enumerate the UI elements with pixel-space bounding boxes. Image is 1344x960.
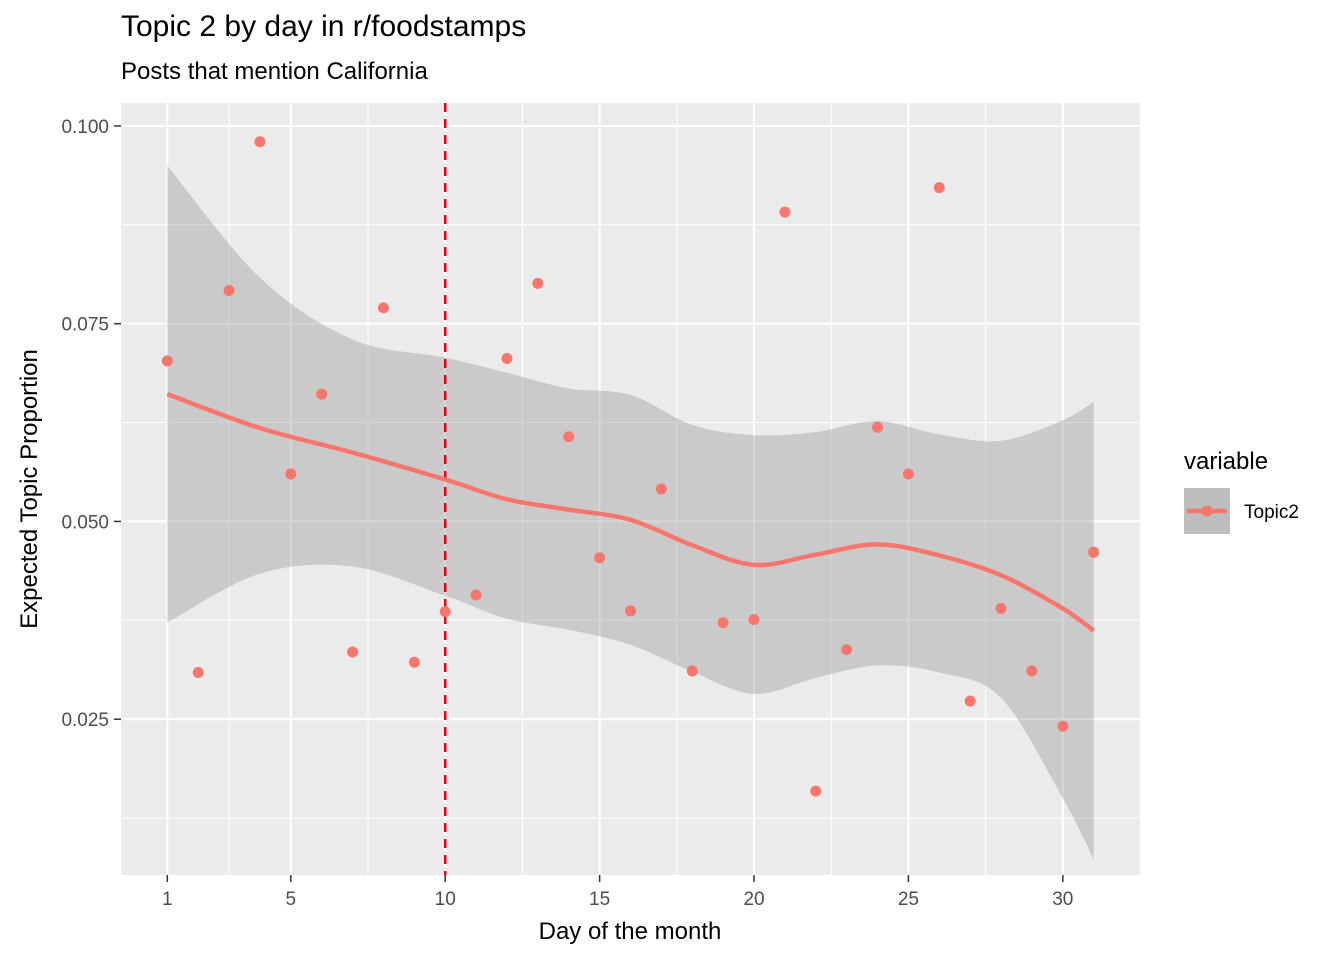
data-point [686,665,698,677]
data-point [748,614,760,626]
data-point [872,421,884,433]
data-point [532,277,544,289]
data-point [717,617,729,629]
data-point [1057,720,1069,732]
data-point [254,136,266,148]
data-point [192,667,204,679]
x-tick-label: 30 [1052,889,1073,910]
data-point [316,388,328,400]
data-point [594,552,606,564]
data-point [563,431,575,443]
x-axis: 1 5 10 15 20 25 30 [162,875,1073,910]
x-tick-label: 20 [743,889,764,910]
x-tick-label: 15 [589,889,610,910]
x-tick-label: 1 [162,889,173,910]
data-point [470,589,482,601]
data-point [439,606,451,618]
y-tick-label: 0.075 [61,315,109,336]
x-tick-label: 10 [435,889,456,910]
data-point [377,302,389,314]
data-point [964,695,976,707]
data-point [501,352,513,364]
data-points [161,136,1100,797]
data-point [161,355,173,367]
confidence-ribbon [167,165,1094,860]
data-point [995,602,1007,614]
y-tick-label: 0.100 [61,117,109,138]
legend-key-point [1201,505,1213,517]
data-point [347,646,359,658]
y-axis-title: Expected Topic Proportion [16,349,43,629]
smooth-trend-line [166,391,1096,633]
data-point [779,206,791,218]
y-axis: 0.025 0.050 0.075 0.100 [61,117,121,731]
legend-label-topic2: Topic2 [1244,502,1299,523]
data-point [285,468,297,480]
data-point [841,644,853,656]
x-tick-label: 5 [286,889,297,910]
data-point [810,785,822,797]
data-point [655,483,667,495]
chart-subtitle: Posts that mention California [121,58,428,85]
legend: variable Topic2 [1184,448,1299,534]
chart-title: Topic 2 by day in r/foodstamps [121,10,527,43]
x-tick-label: 25 [898,889,919,910]
data-point [408,656,420,668]
data-point [933,182,945,194]
x-axis-title: Day of the month [539,918,722,945]
data-point [1088,546,1100,558]
y-tick-label: 0.025 [61,710,109,731]
legend-title: variable [1184,448,1268,475]
y-tick-label: 0.050 [61,512,109,533]
data-point [223,284,235,296]
data-point [1026,665,1038,677]
data-point [625,605,636,617]
data-point [902,468,914,480]
